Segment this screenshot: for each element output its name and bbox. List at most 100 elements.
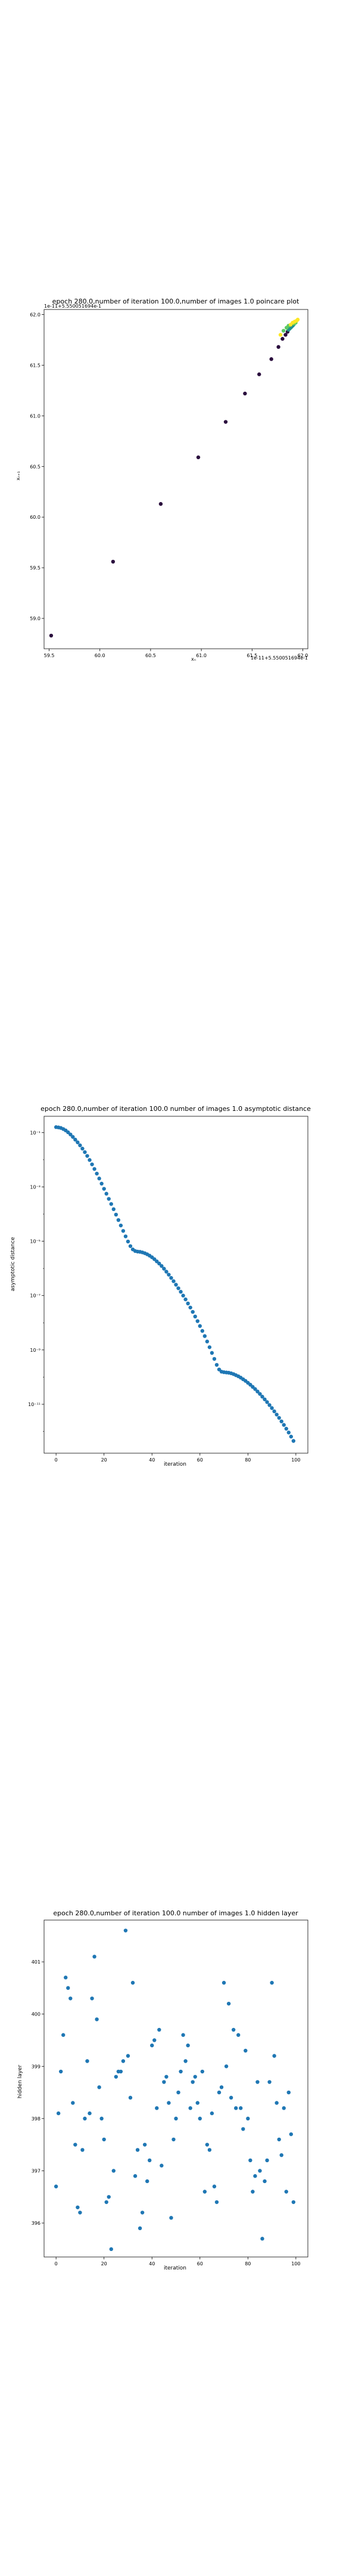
hidden-point (270, 1980, 274, 1985)
hidden-point (193, 2075, 197, 2079)
asymptotic-point (116, 1218, 121, 1222)
hidden-point (289, 2132, 294, 2137)
hidden-point (231, 2027, 236, 2032)
asymptotic-point (267, 1403, 272, 1407)
asymptotic-title: epoch 280.0,number of iteration 100.0 nu… (40, 1105, 311, 1113)
asymptotic-point (191, 1309, 195, 1314)
poincare-frame (43, 309, 308, 649)
asymptotic-point (80, 1147, 85, 1151)
asymptotic-point (260, 1395, 264, 1399)
hidden-point (135, 2148, 140, 2152)
hidden-point (179, 2069, 183, 2074)
asymptotic-point (123, 1234, 128, 1239)
hidden-point (258, 2169, 262, 2173)
hidden-ytick-label: 401 (32, 1959, 40, 1965)
hidden-point (102, 2137, 106, 2142)
poincare-xtick-label: 60.0 (95, 653, 105, 658)
poincare-point (257, 372, 261, 376)
hidden-point (195, 2101, 199, 2105)
asymptotic-point (85, 1154, 89, 1158)
asymptotic-ytick-label: 10⁻³ (30, 1184, 40, 1190)
poincare-point (223, 420, 228, 424)
hidden-point (217, 2090, 222, 2095)
poincare-point (196, 455, 201, 460)
poincare-y-offset: 1e-11+5.550051694e-1 (44, 304, 101, 309)
hidden-point (88, 2111, 92, 2116)
hidden-point (95, 2017, 99, 2021)
hidden-point (291, 2200, 296, 2205)
poincare-axes: 59.5 60.0 60.5 61.0 61.5 62.0 59.0 59.5 60.0 60.5… (30, 309, 308, 658)
asymptotic-point (176, 1286, 180, 1290)
asymptotic-point (291, 1439, 296, 1443)
asymptotic-ytick-label: 10⁻¹ (30, 1130, 40, 1135)
hidden-point (128, 2095, 133, 2100)
asymptotic-points (54, 1125, 296, 1443)
poincare-point (283, 333, 288, 337)
poincare-x-offset: 1e-11+5.550051694e-1 (251, 655, 308, 661)
poincare-point (158, 501, 163, 506)
hidden-point (210, 2111, 214, 2116)
asymptotic-point (284, 1426, 288, 1431)
asymptotic-point (286, 1431, 291, 1435)
asymptotic-point (279, 1419, 283, 1423)
hidden-xtick-label: 80 (245, 2261, 251, 2267)
hidden-point (90, 1996, 94, 2001)
poincare-plot: epoch 280.0,number of iteration 100.0,nu… (15, 298, 308, 662)
asymptotic-point (164, 1270, 169, 1274)
poincare-ytick-label: 59.5 (30, 565, 40, 571)
hidden-point (92, 1955, 96, 1959)
hidden-ytick-label: 397 (32, 2168, 40, 2174)
hidden-point (244, 2048, 248, 2053)
poincare-xtick-label: 61.0 (196, 653, 207, 658)
asymptotic-point (68, 1132, 73, 1137)
hidden-point (133, 2174, 138, 2178)
poincare-ytick-label: 62.0 (30, 312, 40, 317)
asymptotic-xtick-label: 40 (149, 1457, 155, 1463)
poincare-xtick-label: 60.5 (145, 653, 156, 658)
asymptotic-xtick-label: 0 (55, 1457, 58, 1463)
asymptotic-point (282, 1423, 286, 1427)
hidden-point (181, 2033, 185, 2037)
poincare-ytick-label: 61.5 (30, 363, 40, 368)
hidden-point (198, 2116, 202, 2121)
asymptotic-point (212, 1357, 217, 1361)
asymptotic-point (97, 1176, 101, 1181)
hidden-point (123, 1928, 128, 1933)
hidden-xtick-label: 60 (197, 2261, 203, 2267)
hidden-point (284, 2190, 288, 2194)
hidden-point (155, 2106, 159, 2110)
hidden-ytick-label: 399 (32, 2064, 40, 2069)
hidden-point (212, 2184, 217, 2188)
asymptotic-point (202, 1334, 207, 1338)
asymptotic-point (78, 1143, 82, 1147)
asymptotic-xtick-label: 80 (245, 1457, 251, 1463)
hidden-point (64, 1976, 68, 1980)
asymptotic-ytick-label: 10⁻⁹ (30, 1348, 40, 1353)
hidden-point (119, 2069, 123, 2074)
hidden-point (279, 2153, 283, 2157)
poincare-point (276, 345, 280, 349)
hidden-point (255, 2080, 260, 2084)
asymptotic-point (73, 1137, 77, 1142)
hidden-point (282, 2106, 286, 2110)
hidden-point (104, 2200, 108, 2205)
hidden-point (162, 2080, 166, 2084)
asymptotic-xlabel: iteration (164, 1462, 186, 1467)
asymptotic-point (205, 1339, 210, 1343)
asymptotic-point (188, 1305, 192, 1309)
asymptotic-point (195, 1319, 199, 1323)
hidden-point (121, 2059, 126, 2063)
hidden-point (150, 2044, 154, 2048)
hidden-point (83, 2116, 87, 2121)
hidden-points (54, 1928, 296, 2252)
hidden-point (109, 2247, 113, 2252)
poincare-point (295, 317, 300, 322)
asymptotic-point (95, 1171, 99, 1176)
asymptotic-point (174, 1283, 178, 1287)
hidden-point (267, 2080, 272, 2084)
asymptotic-point (76, 1140, 80, 1144)
hidden-point (186, 2044, 190, 2048)
hidden-point (286, 2090, 291, 2095)
hidden-point (202, 2190, 207, 2194)
hidden-point (191, 2080, 195, 2084)
